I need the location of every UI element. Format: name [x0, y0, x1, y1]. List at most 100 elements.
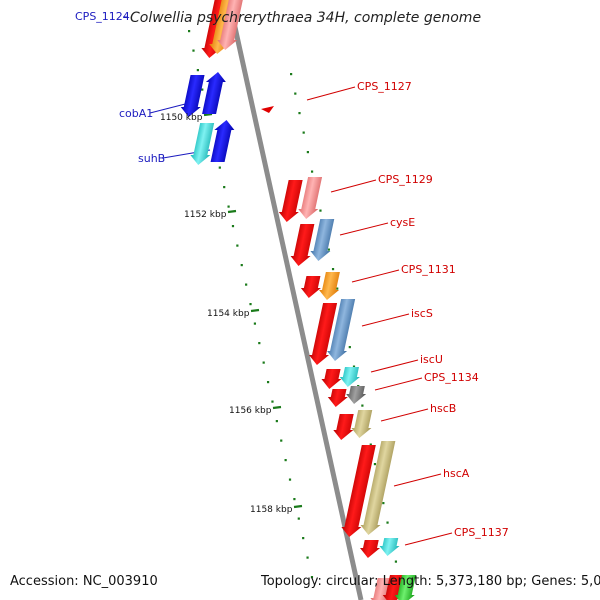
gene-label[interactable]: CPS_1127 [357, 80, 412, 93]
scale-tick-label: 1156 kbp [229, 406, 272, 416]
gene-arrow[interactable] [393, 575, 419, 600]
gene-label[interactable]: hscA [443, 467, 470, 480]
gene-arrow[interactable] [319, 369, 343, 389]
gene-arrow[interactable] [215, 0, 246, 50]
ring-dot [231, 225, 235, 228]
gene-arrow[interactable] [368, 578, 394, 600]
ring-dot [192, 49, 195, 52]
ring-dot [336, 287, 339, 290]
gene-arrow[interactable] [325, 299, 358, 361]
ring-dot [310, 170, 314, 173]
scale-tick-mark [293, 504, 303, 509]
ring-dot [310, 576, 314, 579]
label-leader-line [351, 269, 400, 283]
gene-label[interactable]: iscU [420, 353, 443, 366]
scale-tick-label: 1150 kbp [160, 113, 203, 123]
label-leader-line [370, 359, 419, 373]
ring-dot [236, 244, 239, 247]
ring-dot [327, 248, 330, 251]
gene-arrow[interactable] [331, 414, 357, 440]
ring-dot [369, 443, 372, 446]
gene-arrow[interactable] [358, 540, 382, 558]
gene-arrow[interactable] [326, 389, 350, 407]
ring-dot [288, 478, 292, 481]
accession-text: Accession: NC_003910 [10, 574, 158, 589]
ring-dot [258, 342, 261, 345]
ring-dot [306, 151, 309, 154]
label-leader-line [361, 313, 410, 327]
ring-dot [293, 498, 296, 501]
scale-ticks [203, 112, 303, 509]
gene-arrow[interactable] [338, 367, 362, 387]
ring-dot [284, 459, 287, 462]
gene-arrow[interactable] [179, 75, 208, 117]
gene-label[interactable]: hscB [430, 402, 457, 415]
scale-tick-mark [203, 112, 213, 117]
scale-tick-label: 1152 kbp [184, 210, 227, 220]
genome-backbone [226, 0, 364, 600]
gene-label[interactable]: suhB [138, 152, 166, 165]
gene-arrow[interactable] [308, 219, 337, 261]
topology-text: Topology: circular; Length: 5,373,180 bp… [261, 574, 600, 589]
ring-dot [218, 166, 221, 169]
ring-dot [249, 303, 252, 306]
gene-arrow[interactable] [339, 445, 379, 537]
ring-dot [394, 560, 398, 563]
ring-dot [275, 420, 278, 423]
ring-dot [188, 30, 191, 33]
gene-arrow[interactable] [277, 180, 306, 222]
ring-dot [361, 404, 364, 407]
scale-tick-mark [227, 209, 237, 214]
ring-dot [266, 381, 270, 384]
gene-label[interactable]: CPS_1129 [378, 173, 433, 186]
gene-arrow[interactable] [317, 272, 343, 300]
ring-dot [302, 131, 305, 134]
ring-dot [201, 88, 204, 91]
gene-arrow[interactable] [349, 410, 375, 438]
ring-dot [253, 322, 257, 325]
ring-dot [298, 112, 301, 115]
label-leader-line [404, 532, 453, 546]
gene-arrow[interactable] [299, 276, 324, 298]
gene-features [179, 0, 419, 600]
ring-dot [223, 186, 226, 189]
label-leader-lines [123, 16, 453, 546]
ring-dot [373, 463, 377, 466]
gene-arrow[interactable] [307, 303, 340, 365]
gene-arrow[interactable] [199, 72, 228, 114]
gene-arrow[interactable] [188, 123, 217, 165]
ring-dot [280, 439, 283, 442]
label-leader-line [374, 377, 423, 391]
gene-arrow[interactable] [208, 120, 237, 162]
ring-dot [240, 264, 243, 267]
scale-tick-mark [250, 308, 260, 313]
label-leader-line [306, 86, 356, 101]
gene-label[interactable]: CPS_1124 [75, 10, 130, 23]
gene-label[interactable]: cysE [390, 216, 416, 229]
ring-dot [386, 521, 389, 524]
gene-arrow[interactable] [296, 177, 325, 219]
gene-arrow[interactable] [358, 441, 398, 535]
ring-dot [227, 205, 230, 208]
scale-tick-label: 1154 kbp [207, 309, 250, 319]
ring-dot [196, 69, 199, 72]
gene-label[interactable]: CPS_1131 [401, 263, 456, 276]
gene-arrow[interactable] [377, 538, 401, 556]
ring-dot [290, 73, 293, 76]
gene-label[interactable]: iscS [411, 307, 433, 320]
ring-dot [294, 92, 297, 95]
gene-arrow[interactable] [261, 106, 274, 113]
label-leader-line [339, 222, 389, 236]
ring-dot [245, 283, 248, 286]
ring-dot [271, 400, 274, 403]
gene-label[interactable]: CPS_1137 [454, 526, 509, 539]
ring-dot [319, 209, 322, 212]
gene-arrow[interactable] [288, 224, 317, 266]
label-leader-line [380, 408, 429, 422]
gene-label[interactable]: CPS_1134 [424, 371, 479, 384]
label-leader-line [330, 179, 377, 193]
gene-label[interactable]: cobA1 [119, 107, 154, 120]
gene-arrow[interactable] [344, 386, 368, 404]
